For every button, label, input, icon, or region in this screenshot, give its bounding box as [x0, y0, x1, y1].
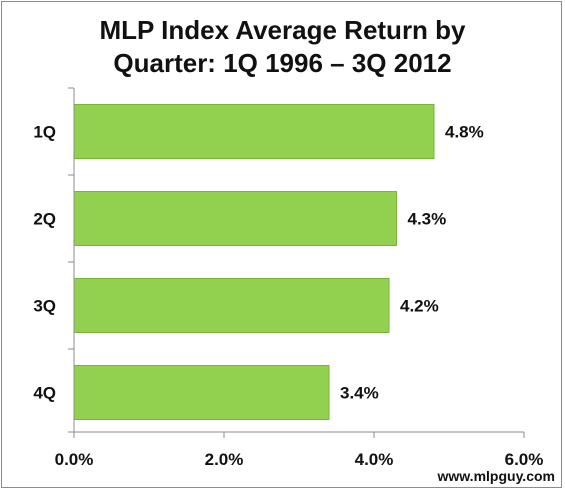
bar-4q — [73, 365, 330, 420]
x-axis — [68, 87, 525, 438]
x-tick-label: 4.0% — [355, 450, 394, 469]
x-tick-label: 2.0% — [205, 450, 244, 469]
x-tick-label: 0.0% — [55, 450, 94, 469]
category-label-4q: 4Q — [33, 384, 56, 403]
data-label-2q: 4.3% — [408, 210, 447, 229]
labels-layer: 1Q 4.8% 2Q 4.3% 3Q 4.2% 4Q 3.4% 0.0% 2.0% 4.0% 6.0% — [33, 123, 543, 470]
category-label-2q: 2Q — [33, 210, 56, 229]
bar-1q — [73, 104, 435, 159]
bar-2q — [73, 191, 397, 246]
category-label-1q: 1Q — [33, 123, 56, 142]
chart-title-line-1: MLP Index Average Return by — [99, 15, 466, 45]
category-label-3q: 3Q — [33, 297, 56, 316]
source-note: www.mlpguy.com — [437, 468, 555, 484]
data-label-3q: 4.2% — [400, 297, 439, 316]
bar-3q — [73, 278, 390, 333]
chart-title-line-2: Quarter: 1Q 1996 – 3Q 2012 — [113, 48, 452, 78]
data-label-1q: 4.8% — [445, 123, 484, 142]
data-label-4q: 3.4% — [340, 384, 379, 403]
bars-layer — [73, 104, 435, 420]
x-tick-label: 6.0% — [505, 450, 544, 469]
